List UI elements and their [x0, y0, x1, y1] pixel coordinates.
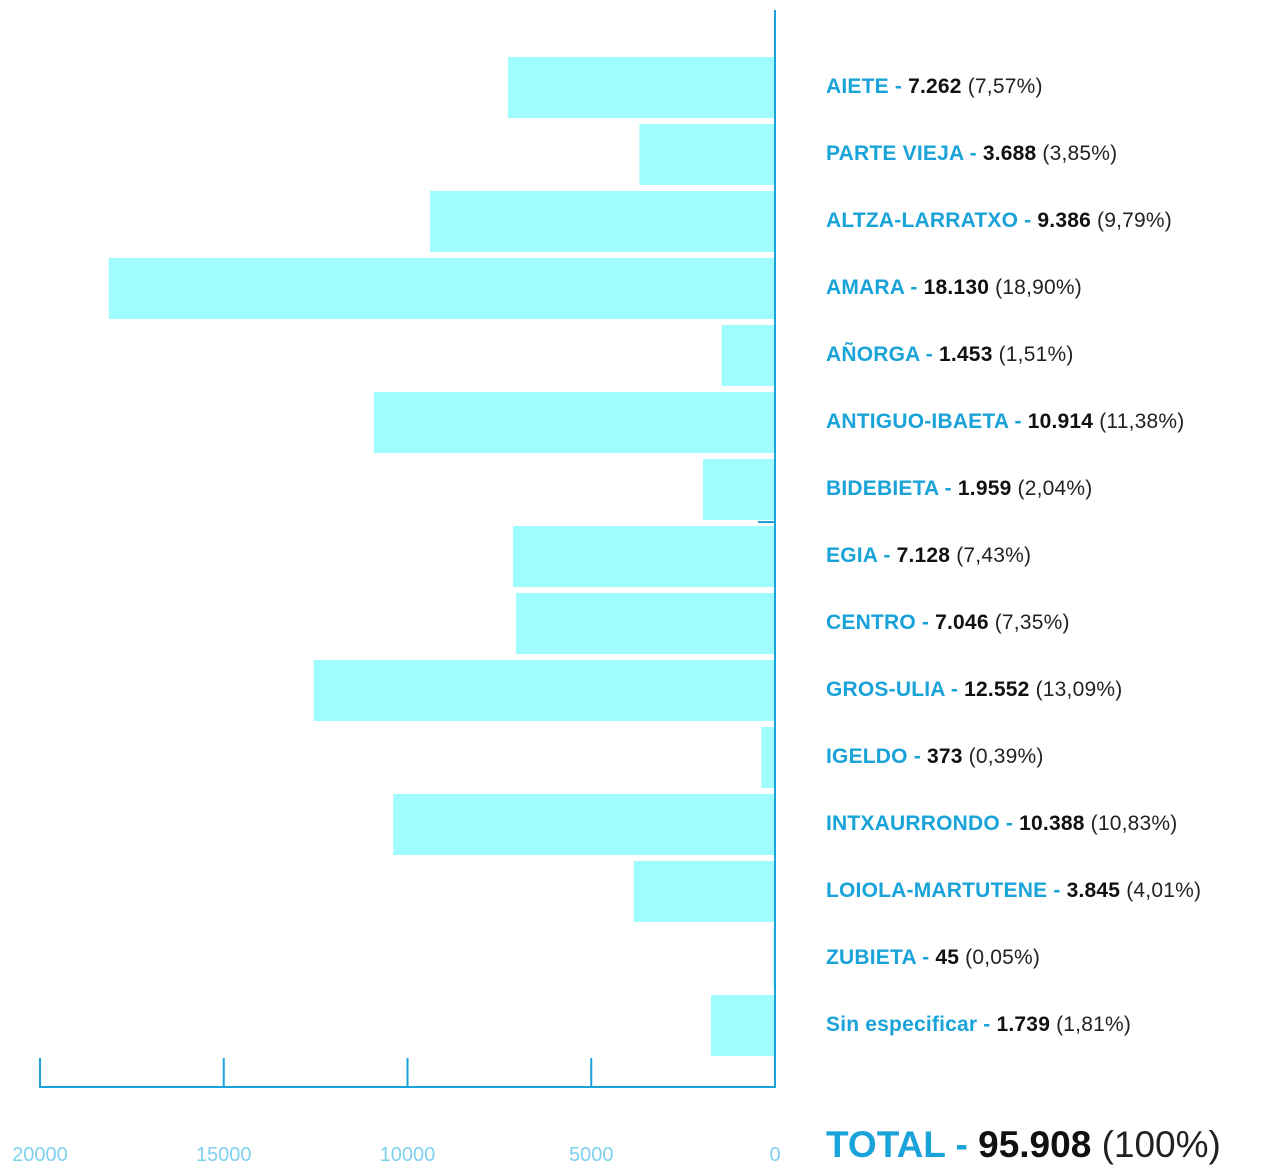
category-label: EGIA - 7.128 (7,43%) — [826, 544, 1031, 568]
category-name: GROS-ULIA - — [826, 677, 965, 701]
category-percent: (4,01%) — [1120, 878, 1202, 902]
category-label: GROS-ULIA - 12.552 (13,09%) — [826, 678, 1122, 702]
category-name: IGELDO - — [826, 744, 927, 768]
category-name: PARTE VIEJA - — [826, 141, 983, 165]
category-name: ZUBIETA - — [826, 945, 936, 969]
bar-gros-ulia — [313, 660, 775, 721]
category-label: INTXAURRONDO - 10.388 (10,83%) — [826, 812, 1177, 836]
bar-intxaurrondo — [393, 794, 775, 855]
bar-amara — [108, 258, 775, 319]
category-value: 12.552 — [964, 677, 1030, 701]
category-value: 45 — [935, 945, 960, 969]
category-name: ALTZA-LARRATXO - — [826, 208, 1038, 232]
category-name: AMARA - — [826, 275, 924, 299]
category-label: BIDEBIETA - 1.959 (2,04%) — [826, 477, 1092, 501]
category-percent: (7,57%) — [961, 74, 1043, 98]
bars-group — [108, 57, 775, 1056]
category-percent: (2,04%) — [1011, 476, 1093, 500]
x-tick-label: 5000 — [569, 1144, 614, 1165]
total-value: 95.908 — [978, 1124, 1092, 1165]
category-name: EGIA - — [826, 543, 897, 567]
bar-aiete — [508, 57, 775, 118]
category-label: Sin especificar - 1.739 (1,81%) — [826, 1013, 1131, 1037]
category-percent: (1,51%) — [992, 342, 1074, 366]
category-percent: (0,05%) — [959, 945, 1041, 969]
tick-labels-group: 20000 15000 10000 5000 0 — [12, 1144, 780, 1165]
category-value: 7.128 — [896, 543, 951, 567]
category-percent: (9,79%) — [1090, 208, 1172, 232]
total-name: TOTAL — [826, 1124, 946, 1165]
total-percent: 100% — [1113, 1124, 1209, 1165]
category-label: ZUBIETA - 45 (0,05%) — [826, 946, 1040, 970]
category-name: INTXAURRONDO - — [826, 811, 1020, 835]
category-name: ANTIGUO-IBAETA - — [826, 409, 1028, 433]
bar-loiola-martutene — [633, 861, 775, 922]
category-label: LOIOLA-MARTUTENE - 3.845 (4,01%) — [826, 879, 1201, 903]
category-label: CENTRO - 7.046 (7,35%) — [826, 611, 1070, 635]
x-tick-label: 0 — [769, 1144, 780, 1165]
category-value: 1.959 — [957, 476, 1012, 500]
bar-egia — [513, 526, 775, 587]
category-percent: (11,38%) — [1093, 409, 1185, 433]
axis-group — [39, 10, 776, 1088]
category-label: AMARA - 18.130 (18,90%) — [826, 276, 1082, 300]
category-label: PARTE VIEJA - 3.688 (3,85%) — [826, 142, 1117, 166]
x-tick-label: 20000 — [12, 1144, 68, 1165]
x-tick-label: 10000 — [380, 1144, 436, 1165]
bar-altza-larratxo — [430, 191, 775, 252]
category-name: CENTRO - — [826, 610, 936, 634]
category-value: 7.262 — [908, 74, 962, 98]
category-value: 10.914 — [1027, 409, 1094, 433]
bar-parte-vieja — [639, 124, 775, 185]
x-tick-label: 15000 — [196, 1144, 252, 1165]
bar-sin-especificar — [711, 995, 775, 1056]
category-value: 9.386 — [1037, 208, 1091, 232]
bar-antiguo-ibaeta — [373, 392, 775, 453]
category-percent: (13,09%) — [1029, 677, 1123, 701]
category-value: 373 — [926, 744, 963, 768]
category-name: AÑORGA - — [826, 342, 940, 366]
category-value: 3.688 — [982, 141, 1037, 165]
bar-igeldo — [761, 727, 775, 788]
category-name: BIDEBIETA - — [826, 476, 958, 500]
bar-centro — [516, 593, 775, 654]
category-percent: (1,81%) — [1050, 1012, 1132, 1036]
category-percent: (18,90%) — [989, 275, 1082, 299]
category-value: 1.453 — [939, 342, 993, 366]
bar-bidebieta — [703, 459, 775, 520]
category-value: 1.739 — [996, 1012, 1051, 1036]
category-label: ANTIGUO-IBAETA - 10.914 (11,38%) — [826, 410, 1184, 434]
category-value: 7.046 — [935, 610, 989, 634]
category-label: ALTZA-LARRATXO - 9.386 (9,79%) — [826, 209, 1172, 233]
category-value: 3.845 — [1066, 878, 1121, 902]
category-label: AIETE - 7.262 (7,57%) — [826, 75, 1043, 99]
category-name: Sin especificar - — [826, 1012, 997, 1036]
category-name: AIETE - — [826, 74, 909, 98]
category-percent: (7,43%) — [950, 543, 1032, 567]
bar-añorga — [721, 325, 775, 386]
category-label: IGELDO - 373 (0,39%) — [826, 745, 1044, 769]
category-label: AÑORGA - 1.453 (1,51%) — [826, 343, 1074, 367]
category-percent: (7,35%) — [988, 610, 1070, 634]
category-percent: (3,85%) — [1036, 141, 1118, 165]
category-value: 10.388 — [1019, 811, 1085, 835]
category-value: 18.130 — [923, 275, 990, 299]
total-label: TOTAL - 95.908 (100%) — [826, 1124, 1221, 1165]
category-percent: (10,83%) — [1084, 811, 1178, 835]
category-name: LOIOLA-MARTUTENE - — [826, 878, 1067, 902]
category-percent: (0,39%) — [962, 744, 1044, 768]
